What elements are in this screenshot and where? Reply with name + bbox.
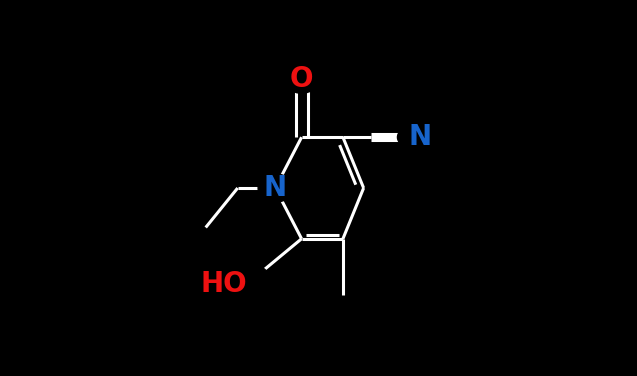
Text: N: N [264, 174, 287, 202]
Ellipse shape [285, 65, 318, 93]
Ellipse shape [258, 174, 292, 202]
Text: HO: HO [201, 270, 247, 298]
Text: N: N [409, 123, 432, 151]
Ellipse shape [397, 128, 420, 147]
Text: O: O [290, 65, 313, 93]
Ellipse shape [222, 263, 272, 305]
